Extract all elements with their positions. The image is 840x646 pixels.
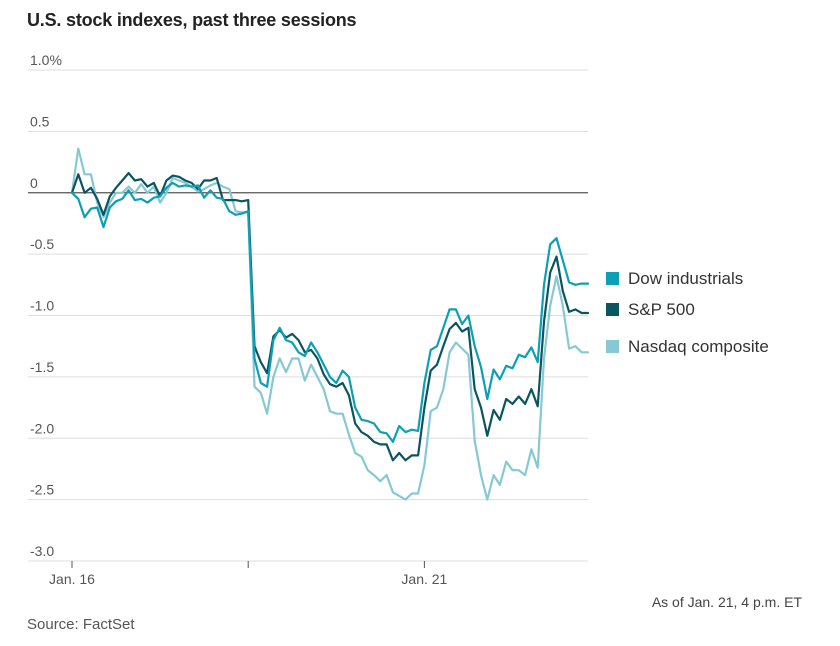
y-tick-label: 0.5 bbox=[30, 113, 50, 129]
y-tick-label: -2.5 bbox=[30, 482, 54, 498]
y-tick-label: -2.0 bbox=[30, 420, 54, 436]
y-tick-label: -1.5 bbox=[30, 359, 54, 375]
legend-swatch-dow-industrials bbox=[606, 272, 619, 285]
legend-label-s-p-500: S&P 500 bbox=[628, 300, 695, 319]
x-tick-label: Jan. 16 bbox=[49, 571, 95, 587]
y-tick-label: 1.0% bbox=[30, 52, 62, 68]
legend-swatch-s-p-500 bbox=[606, 303, 619, 316]
series-line-s-p-500 bbox=[70, 172, 590, 462]
legend: Dow industrials S&P 500 Nasdaq composite bbox=[606, 269, 769, 356]
legend-label-nasdaq-composite: Nasdaq composite bbox=[628, 337, 769, 356]
y-tick-label: -1.0 bbox=[30, 298, 54, 314]
x-tick-label: Jan. 21 bbox=[401, 571, 447, 587]
y-tick-label: -3.0 bbox=[30, 543, 54, 559]
axis-layer: 1.0% 0.5 0 -0.5 -1.0 -1.5 -2.0 -2.5 -3.0 Jan. 16 J… bbox=[30, 52, 448, 587]
y-tick-label: -0.5 bbox=[30, 236, 54, 252]
y-tick-label: 0 bbox=[30, 175, 38, 191]
timestamp-note: As of Jan. 21, 4 p.m. ET bbox=[651, 594, 802, 610]
legend-label-dow-industrials: Dow industrials bbox=[628, 269, 743, 288]
legend-swatch-nasdaq-composite bbox=[606, 340, 619, 353]
chart-title: U.S. stock indexes, past three sessions bbox=[27, 10, 357, 30]
series-layer bbox=[70, 147, 590, 501]
source-note: Source: FactSet bbox=[27, 616, 135, 633]
grid-layer bbox=[28, 69, 588, 562]
series-line-dow-industrials bbox=[70, 181, 590, 443]
